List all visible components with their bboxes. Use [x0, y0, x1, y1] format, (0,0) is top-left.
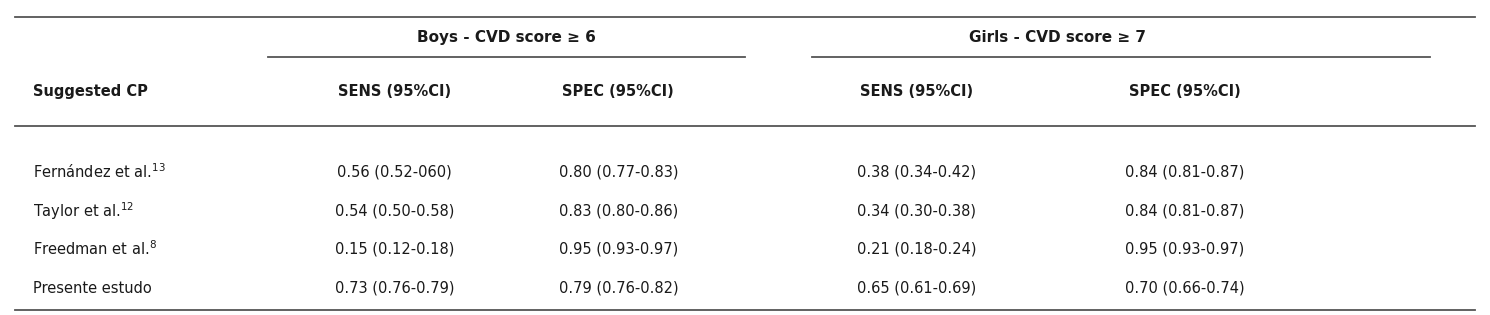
Text: Suggested CP: Suggested CP: [33, 84, 148, 99]
Text: Boys - CVD score ≥ 6: Boys - CVD score ≥ 6: [417, 30, 596, 44]
Text: 0.15 (0.12-0.18): 0.15 (0.12-0.18): [335, 241, 454, 256]
Text: 0.84 (0.81-0.87): 0.84 (0.81-0.87): [1125, 203, 1244, 219]
Text: 0.84 (0.81-0.87): 0.84 (0.81-0.87): [1125, 164, 1244, 179]
Text: 0.38 (0.34-0.42): 0.38 (0.34-0.42): [857, 164, 976, 179]
Text: 0.54 (0.50-0.58): 0.54 (0.50-0.58): [335, 203, 454, 219]
Text: SPEC (95%CI): SPEC (95%CI): [1129, 84, 1240, 99]
Text: Fernández et al.$^{13}$: Fernández et al.$^{13}$: [33, 162, 165, 181]
Text: Taylor et al.$^{12}$: Taylor et al.$^{12}$: [33, 200, 134, 222]
Text: 0.34 (0.30-0.38): 0.34 (0.30-0.38): [857, 203, 976, 219]
Text: 0.95 (0.93-0.97): 0.95 (0.93-0.97): [559, 241, 678, 256]
Text: 0.95 (0.93-0.97): 0.95 (0.93-0.97): [1125, 241, 1244, 256]
Text: Presente estudo: Presente estudo: [33, 281, 152, 296]
Text: 0.21 (0.18-0.24): 0.21 (0.18-0.24): [857, 241, 976, 256]
Text: Girls - CVD score ≥ 7: Girls - CVD score ≥ 7: [970, 30, 1146, 44]
Text: 0.56 (0.52-060): 0.56 (0.52-060): [337, 164, 453, 179]
Text: SENS (95%CI): SENS (95%CI): [338, 84, 451, 99]
Text: 0.73 (0.76-0.79): 0.73 (0.76-0.79): [335, 281, 454, 296]
Text: 0.83 (0.80-0.86): 0.83 (0.80-0.86): [559, 203, 678, 219]
Text: SENS (95%CI): SENS (95%CI): [860, 84, 973, 99]
Text: 0.79 (0.76-0.82): 0.79 (0.76-0.82): [559, 281, 678, 296]
Text: 0.65 (0.61-0.69): 0.65 (0.61-0.69): [857, 281, 976, 296]
Text: SPEC (95%CI): SPEC (95%CI): [563, 84, 673, 99]
Text: Freedman et al.$^{8}$: Freedman et al.$^{8}$: [33, 239, 156, 258]
Text: 0.80 (0.77-0.83): 0.80 (0.77-0.83): [559, 164, 678, 179]
Text: 0.70 (0.66-0.74): 0.70 (0.66-0.74): [1125, 281, 1244, 296]
